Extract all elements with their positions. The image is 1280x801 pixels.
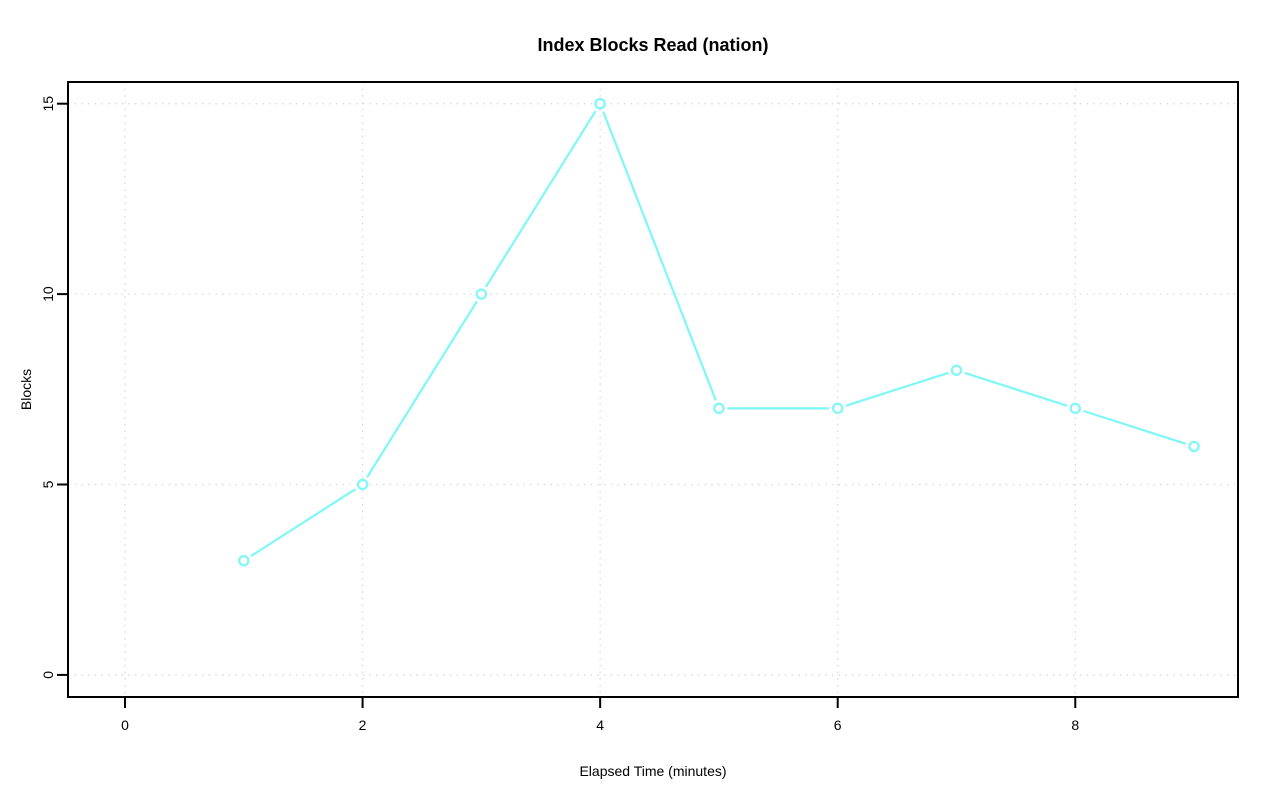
plot-border: [67, 81, 1239, 698]
data-point: [832, 402, 844, 415]
data-point: [238, 554, 250, 567]
y-tick-label: 15: [40, 96, 56, 112]
x-axis-label: Elapsed Time (minutes): [579, 763, 726, 779]
data-point: [594, 98, 606, 110]
series-line-segment: [602, 111, 717, 401]
data-point: [1188, 440, 1200, 453]
x-tick-label: 6: [834, 717, 842, 733]
data-series: [238, 98, 1200, 567]
x-tick-label: 0: [121, 717, 129, 733]
series-line-segment: [250, 488, 356, 557]
data-point: [713, 402, 725, 415]
series-line-segment: [366, 301, 478, 478]
axis-tick-labels: 0 2 4 6 8 0 5 10 15: [40, 96, 1079, 733]
data-point: [356, 478, 369, 491]
series-line-segment: [845, 372, 949, 407]
series-line-segment: [1083, 410, 1187, 445]
series-line-segment: [964, 372, 1068, 407]
grid: [68, 82, 1238, 697]
chart-title: Index Blocks Read (nation): [537, 35, 768, 55]
axis-ticks: [57, 102, 1077, 708]
x-tick-label: 8: [1071, 717, 1079, 733]
data-point: [475, 288, 488, 300]
x-tick-label: 2: [359, 717, 367, 733]
y-tick-label: 0: [40, 671, 56, 679]
data-point: [1069, 402, 1081, 415]
y-tick-label: 5: [40, 480, 56, 488]
y-tick-label: 10: [40, 286, 56, 302]
data-point: [950, 364, 963, 376]
x-tick-label: 4: [596, 717, 604, 733]
y-axis-label: Blocks: [18, 369, 34, 410]
series-line-segment: [485, 110, 597, 288]
